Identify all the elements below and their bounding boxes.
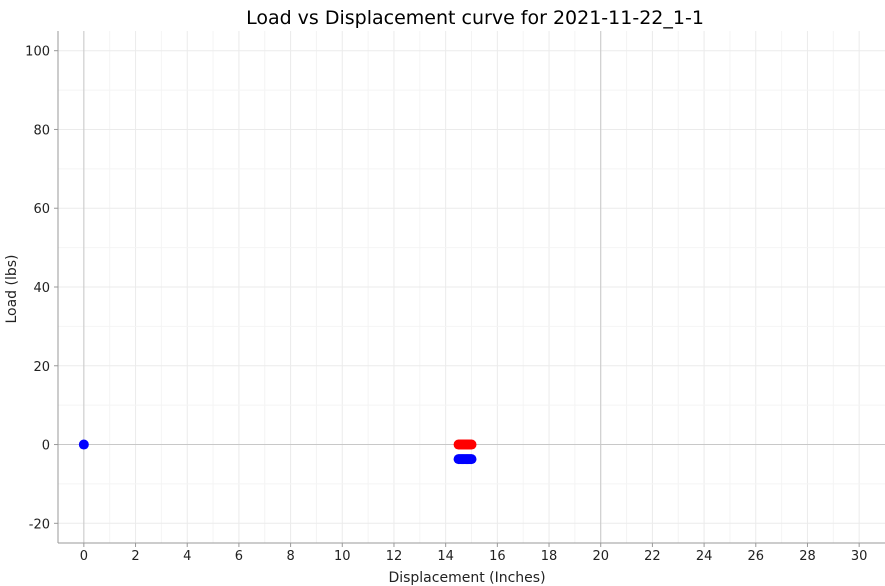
data-point bbox=[466, 439, 477, 450]
y-tick-label: 80 bbox=[33, 123, 50, 138]
data-point bbox=[78, 439, 89, 450]
x-tick-label: 10 bbox=[334, 549, 351, 564]
x-tick-label: 8 bbox=[286, 549, 294, 564]
y-tick-label: 60 bbox=[33, 202, 50, 217]
y-tick-label: 20 bbox=[33, 360, 50, 375]
x-tick-label: 12 bbox=[386, 549, 403, 564]
grid bbox=[58, 31, 885, 543]
y-tick-label: 100 bbox=[25, 45, 50, 60]
data-point bbox=[466, 454, 477, 465]
axes: 0 2 4 6 8 10 12 14 16 18 20 22 24 26 28 30-200204060801… bbox=[25, 31, 885, 564]
x-tick-label: 22 bbox=[644, 549, 661, 564]
data-points bbox=[78, 439, 477, 465]
x-tick-label: 0 bbox=[80, 549, 88, 564]
y-tick-label: 0 bbox=[42, 439, 50, 454]
x-tick-label: 18 bbox=[541, 549, 558, 564]
x-tick-label: 24 bbox=[696, 549, 713, 564]
x-tick-label: 6 bbox=[235, 549, 243, 564]
x-axis-label: Displacement (Inches) bbox=[388, 570, 545, 586]
x-tick-label: 26 bbox=[748, 549, 765, 564]
y-tick-label: 40 bbox=[33, 281, 50, 296]
y-tick-label: -20 bbox=[29, 517, 50, 532]
x-tick-label: 30 bbox=[851, 549, 868, 564]
x-tick-label: 4 bbox=[183, 549, 191, 564]
x-tick-label: 28 bbox=[799, 549, 816, 564]
chart-title: Load vs Displacement curve for 2021-11-2… bbox=[246, 7, 704, 29]
x-tick-label: 14 bbox=[437, 549, 454, 564]
x-tick-label: 20 bbox=[592, 549, 609, 564]
y-axis-label: Load (lbs) bbox=[4, 254, 20, 323]
x-tick-label: 2 bbox=[131, 549, 139, 564]
x-tick-label: 16 bbox=[489, 549, 506, 564]
